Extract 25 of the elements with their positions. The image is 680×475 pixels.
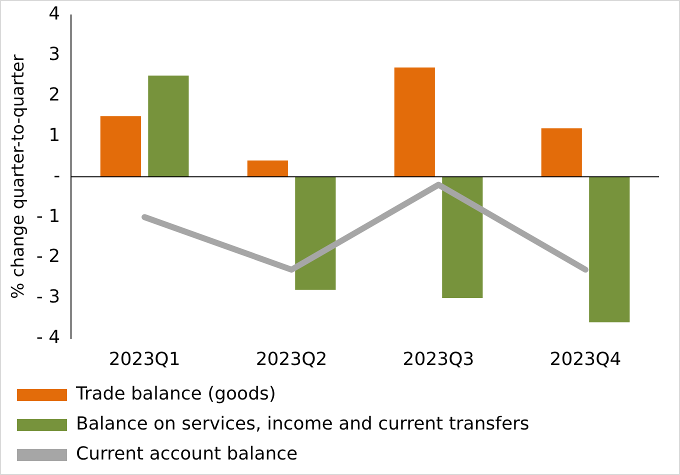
y-tick-label: - 2 xyxy=(36,246,60,268)
x-tick-label: 2023Q2 xyxy=(256,348,328,370)
bar xyxy=(148,76,189,177)
y-tick-label: - 3 xyxy=(36,286,60,308)
y-tick-label: 2 xyxy=(48,84,60,106)
bar xyxy=(394,68,435,177)
x-tick-label: 2023Q4 xyxy=(550,348,622,370)
legend-label: Current account balance xyxy=(76,444,298,465)
bar xyxy=(589,176,630,322)
bar xyxy=(247,160,288,177)
x-tick-label: 2023Q3 xyxy=(402,348,474,370)
y-tick-label: 1 xyxy=(48,124,60,146)
y-tick-label: - xyxy=(54,165,60,186)
bar xyxy=(541,128,582,177)
bar xyxy=(295,176,336,290)
y-tick-label: - 1 xyxy=(36,206,60,227)
y-tick-label: 3 xyxy=(48,44,60,66)
bar xyxy=(100,116,141,177)
y-tick-label: 4 xyxy=(48,4,60,25)
legend-label: Balance on services, income and current transfers xyxy=(76,414,530,435)
y-tick-label: - 4 xyxy=(36,327,60,348)
bar xyxy=(442,176,483,298)
legend-label: Trade balance (goods) xyxy=(75,384,276,405)
y-axis-title: % change quarter-to-quarter xyxy=(8,54,29,299)
x-tick-label: 2023Q1 xyxy=(108,348,180,370)
